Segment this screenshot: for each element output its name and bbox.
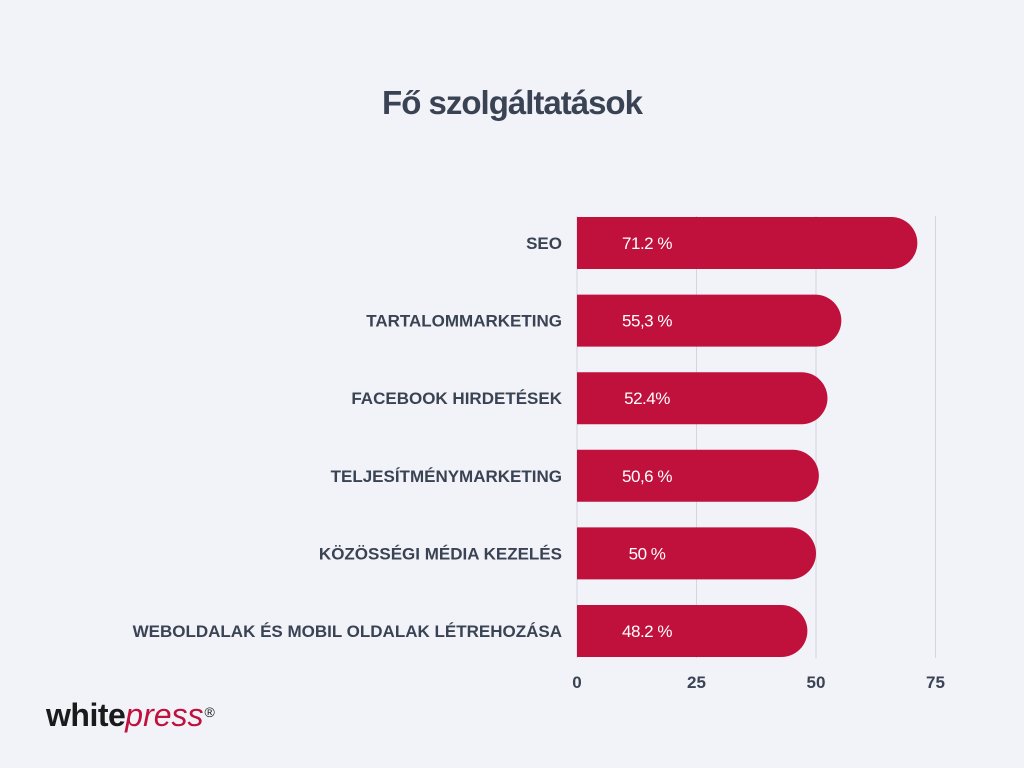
bar: [577, 217, 918, 269]
x-tick-label: 25: [687, 673, 706, 692]
category-label: SEO: [526, 234, 562, 253]
category-label: KÖZÖSSÉGI MÉDIA KEZELÉS: [319, 544, 562, 563]
category-label: TARTALOMMARKETING: [366, 312, 562, 331]
bar-value-label: 71.2 %: [622, 234, 672, 253]
bar-value-label: 52.4%: [624, 389, 670, 408]
bar-value-label: 50 %: [629, 544, 666, 563]
logo-text-press: press: [125, 697, 204, 733]
category-label: TELJESÍTMÉNYMARKETING: [331, 467, 562, 486]
category-label: FACEBOOK HIRDETÉSEK: [351, 389, 562, 408]
whitepress-logo: whitepress®: [46, 693, 215, 737]
bar-value-label: 48.2 %: [622, 622, 672, 641]
bar-value-label: 50,6 %: [622, 467, 672, 486]
bar-value-label: 55,3 %: [622, 312, 672, 331]
x-tick-label: 75: [926, 673, 945, 692]
x-tick-label: 50: [807, 673, 826, 692]
x-tick-label: 0: [572, 673, 581, 692]
registered-mark: ®: [204, 704, 215, 720]
category-label: WEBOLDALAK ÉS MOBIL OLDALAK LÉTREHOZÁSA: [133, 622, 562, 641]
bar: [577, 294, 842, 347]
logo-text-white: white: [46, 697, 126, 733]
bar: [577, 449, 819, 502]
bar: [577, 372, 828, 425]
bar: [577, 605, 808, 657]
chart-title: Fő szolgáltatások: [382, 84, 643, 121]
bar: [577, 527, 817, 580]
